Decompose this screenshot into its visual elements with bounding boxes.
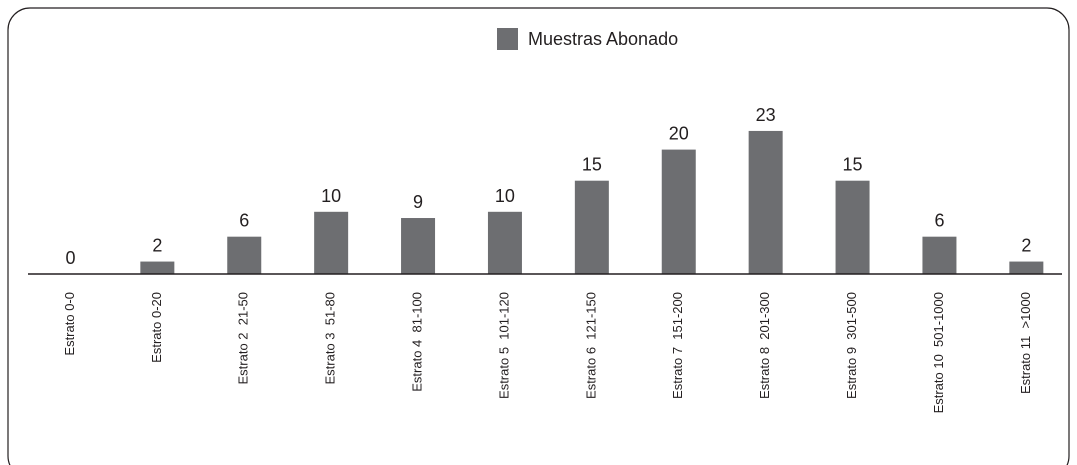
x-tick-label: Estrato 6 121-150 bbox=[583, 292, 598, 399]
bar bbox=[574, 180, 609, 274]
x-tick-label: Estrato 3 51-80 bbox=[323, 292, 338, 385]
legend-swatch bbox=[497, 28, 518, 50]
bar bbox=[922, 236, 957, 274]
x-tick-label: Estrato 5 101-120 bbox=[496, 292, 511, 399]
frame bbox=[7, 7, 1070, 465]
bar bbox=[227, 236, 262, 274]
value-label: 10 bbox=[321, 186, 341, 206]
value-label: 2 bbox=[152, 236, 162, 256]
value-label: 20 bbox=[669, 124, 689, 144]
x-tick-label: Estrato 8 201-300 bbox=[757, 292, 772, 399]
x-tick-label: Estrato 11 >1000 bbox=[1018, 292, 1033, 394]
x-tick-label: Estrato 2 21-50 bbox=[236, 292, 251, 385]
value-label: 15 bbox=[582, 155, 602, 175]
bar bbox=[487, 211, 522, 274]
value-label: 15 bbox=[843, 155, 863, 175]
value-label: 6 bbox=[934, 211, 944, 231]
value-label: 2 bbox=[1021, 236, 1031, 256]
value-label: 23 bbox=[756, 105, 776, 125]
bar bbox=[661, 149, 696, 274]
x-tick-label: Estrato 9 301-500 bbox=[844, 292, 859, 399]
x-tick-label: Estrato 0-20 bbox=[149, 292, 164, 363]
bar bbox=[835, 180, 870, 274]
legend-label: Muestras Abonado bbox=[528, 29, 678, 49]
value-label: 9 bbox=[413, 192, 423, 212]
bar bbox=[140, 261, 175, 274]
x-tick-label: Estrato 7 151-200 bbox=[670, 292, 685, 399]
x-tick-label: Estrato 10 501-1000 bbox=[931, 292, 946, 413]
x-tick-label: Estrato 0-0 bbox=[62, 292, 77, 356]
bar bbox=[1009, 261, 1044, 274]
value-label: 0 bbox=[65, 248, 75, 268]
value-label: 6 bbox=[239, 211, 249, 231]
bar bbox=[401, 218, 436, 274]
value-label: 10 bbox=[495, 186, 515, 206]
bar bbox=[314, 211, 349, 274]
x-tick-label: Estrato 4 81-100 bbox=[409, 292, 424, 392]
bar bbox=[748, 130, 783, 274]
